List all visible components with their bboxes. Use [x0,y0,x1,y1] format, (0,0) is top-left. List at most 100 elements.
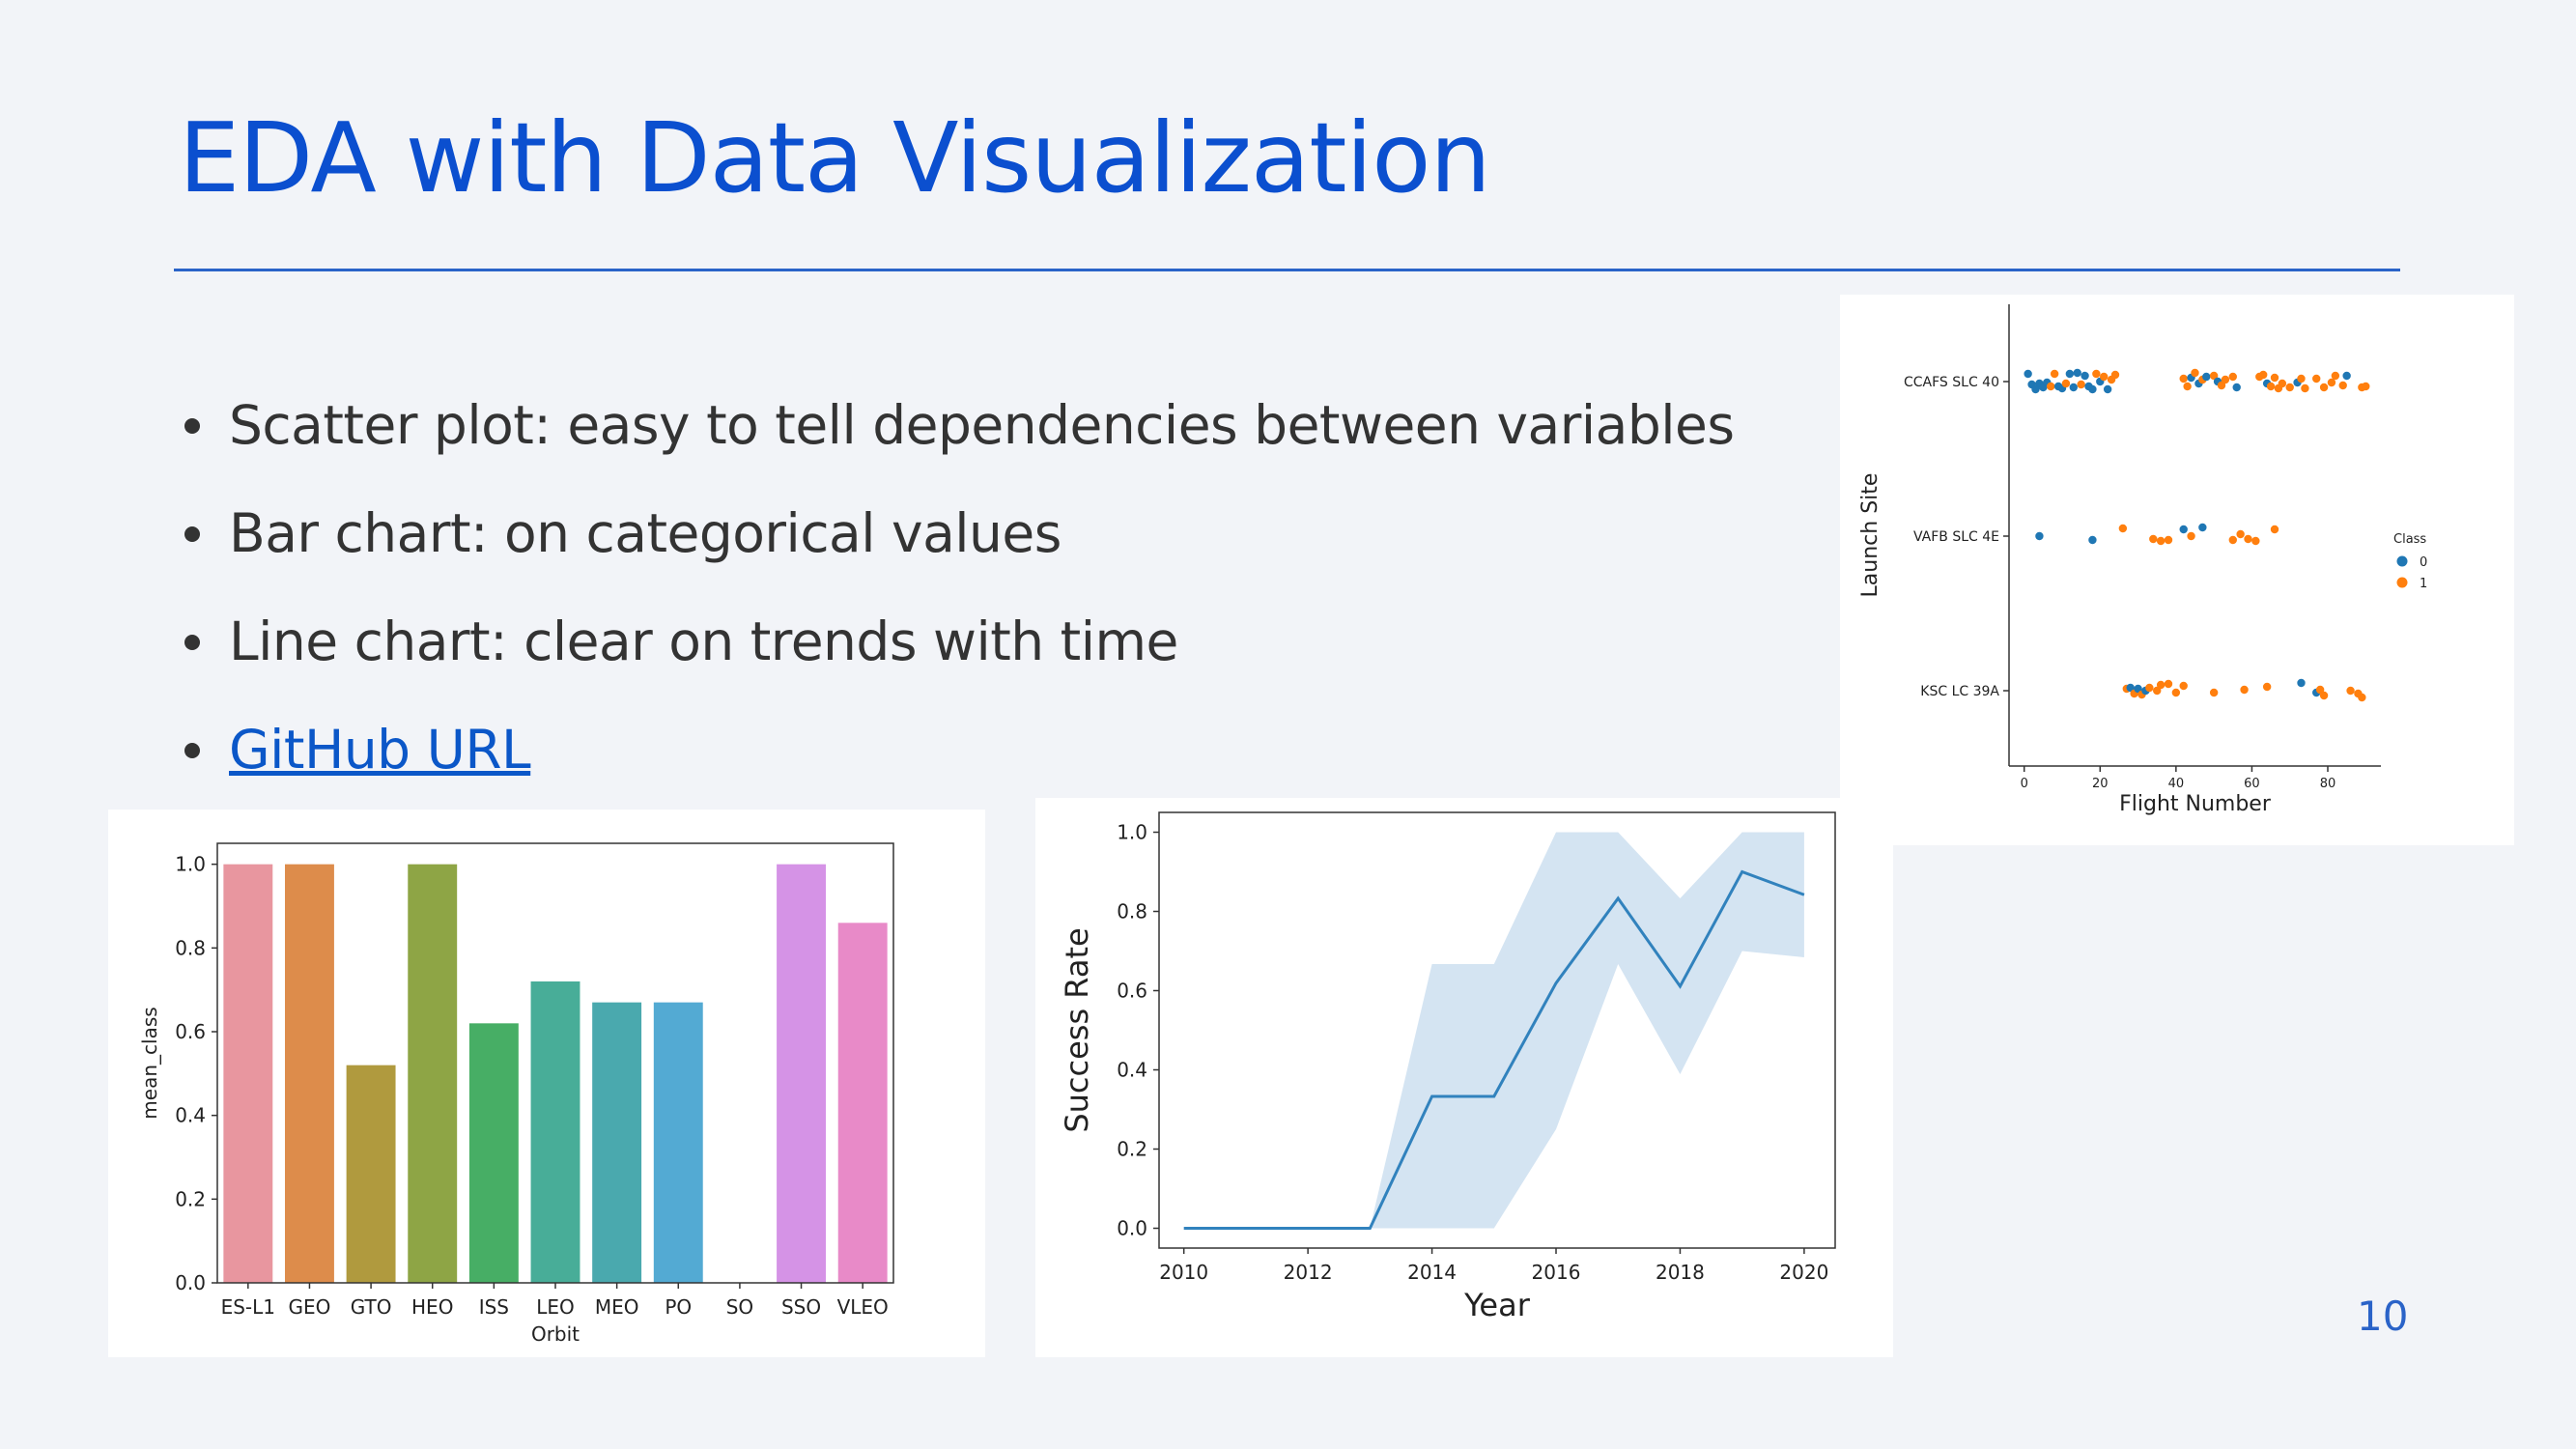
bullet-item: Line chart: clear on trends with time [179,608,1735,716]
bar [408,864,458,1283]
data-point [2209,688,2219,697]
y-tick-label: 0.8 [175,936,206,959]
x-tick-label: MEO [595,1295,639,1319]
plot-frame [1158,811,1836,1249]
data-point [2228,535,2237,545]
data-point [2270,525,2279,534]
bullet-item: GitHub URL [179,716,1735,824]
x-tick-label: 2012 [1284,1261,1333,1284]
data-point [2088,384,2097,394]
data-point [2103,384,2112,394]
bullet-text: Bar chart: on categorical values [229,502,1062,564]
data-point [2149,534,2158,544]
x-tick-label: LEO [536,1295,575,1319]
data-point [2069,383,2078,392]
bullet-text: Line chart: clear on trends with time [229,611,1178,672]
data-point [2164,679,2173,689]
slide-title: EDA with Data Visualization [179,101,1491,214]
data-point [2251,536,2260,546]
y-tick-label: VAFB SLC 4E [1913,529,1999,545]
bar [468,1023,519,1283]
data-point [2301,384,2309,393]
scatter-chart-panel: CCAFS SLC 40 VAFB SLC 4E KSC LC 39A 0 20 40 60… [1840,295,2514,845]
bar [530,981,580,1283]
x-tick-label: 0 [2021,777,2028,791]
data-point [2278,379,2287,388]
x-tick-label: 40 [2168,777,2185,791]
bar-chart: ES-L1 GEO GTO HEO ISS LEO MEO PO SO SSO VLEO 0.0 0.2… [138,842,894,1346]
x-tick-label: 20 [2092,777,2109,791]
y-tick-label: 0.4 [175,1104,206,1127]
data-point [2187,531,2195,541]
x-tick-label: 2020 [1779,1261,1828,1284]
data-point [2312,374,2321,384]
data-point [2358,693,2366,702]
x-tick-label: PO [665,1295,692,1319]
data-point [2297,678,2306,688]
data-point [2081,371,2089,381]
data-point [2327,378,2336,387]
x-tick-label: 2014 [1407,1261,1457,1284]
x-tick-label: 2010 [1159,1261,1208,1284]
data-point [2153,686,2162,696]
scatter-chart: CCAFS SLC 40 VAFB SLC 4E KSC LC 39A 0 20 40 60… [1858,304,2427,816]
y-tick-label: CCAFS SLC 40 [1904,375,1999,390]
data-point [2232,383,2241,392]
data-point [2156,680,2166,690]
y-axis-label: mean_class [138,1007,161,1119]
data-point [2262,682,2272,692]
data-point [2228,372,2237,382]
data-point [2202,372,2211,382]
data-point [2179,374,2188,384]
bullet-list: Scatter plot: easy to tell dependencies … [179,391,1735,824]
data-point [2179,681,2188,691]
data-point [2319,691,2329,700]
data-point [2315,685,2325,695]
x-axis-label: Orbit [531,1322,580,1346]
bar-chart-panel: ES-L1 GEO GTO HEO ISS LEO MEO PO SO SSO VLEO 0.0 0.2… [108,810,985,1357]
x-tick-label: GTO [351,1295,392,1319]
bullet-text: Scatter plot: easy to tell dependencies … [229,394,1735,456]
data-point [2285,383,2294,392]
y-tick-label: 1.0 [175,853,206,876]
x-tick-label: ES-L1 [221,1295,275,1319]
data-point [2266,382,2276,391]
data-point [2077,380,2085,389]
title-divider [174,269,2400,271]
bullet-item: Scatter plot: easy to tell dependencies … [179,391,1735,499]
legend-label: 0 [2420,555,2427,570]
y-tick-label: 0.0 [175,1271,206,1294]
data-point [2198,523,2207,532]
x-tick-label: SSO [781,1295,821,1319]
data-point [2024,369,2032,379]
github-url-link[interactable]: GitHub URL [229,719,531,781]
data-point [2156,536,2166,546]
bullet-dot-icon [184,635,200,650]
legend-title: Class [2393,532,2426,547]
bullet-item: Bar chart: on categorical values [179,499,1735,608]
legend-label: 1 [2420,577,2427,591]
y-tick-label: KSC LC 39A [1920,684,1999,699]
data-point [2346,686,2355,696]
confidence-band [1183,832,1804,1229]
bar [346,1065,396,1283]
line-chart-panel: 2010 2012 2014 2016 2018 2020 0.0 0.2 0.4 0.6 0.8 1… [1035,798,1893,1357]
legend-marker [2396,577,2408,588]
bullet-dot-icon [184,743,200,758]
data-point [2217,381,2226,390]
x-tick-label: GEO [289,1295,331,1319]
x-tick-label: HEO [411,1295,453,1319]
bar [837,923,888,1283]
data-point [2240,685,2249,695]
data-point [2073,368,2081,378]
data-point [2035,531,2044,541]
y-tick-label: 0.0 [1117,1217,1147,1240]
y-tick-label: 1.0 [1117,821,1147,844]
bar [592,1002,642,1283]
data-point [2244,534,2252,544]
data-point [2338,381,2347,390]
data-point [2031,384,2040,394]
data-point [2126,683,2135,693]
data-point [2134,684,2142,694]
data-point [2088,535,2097,545]
